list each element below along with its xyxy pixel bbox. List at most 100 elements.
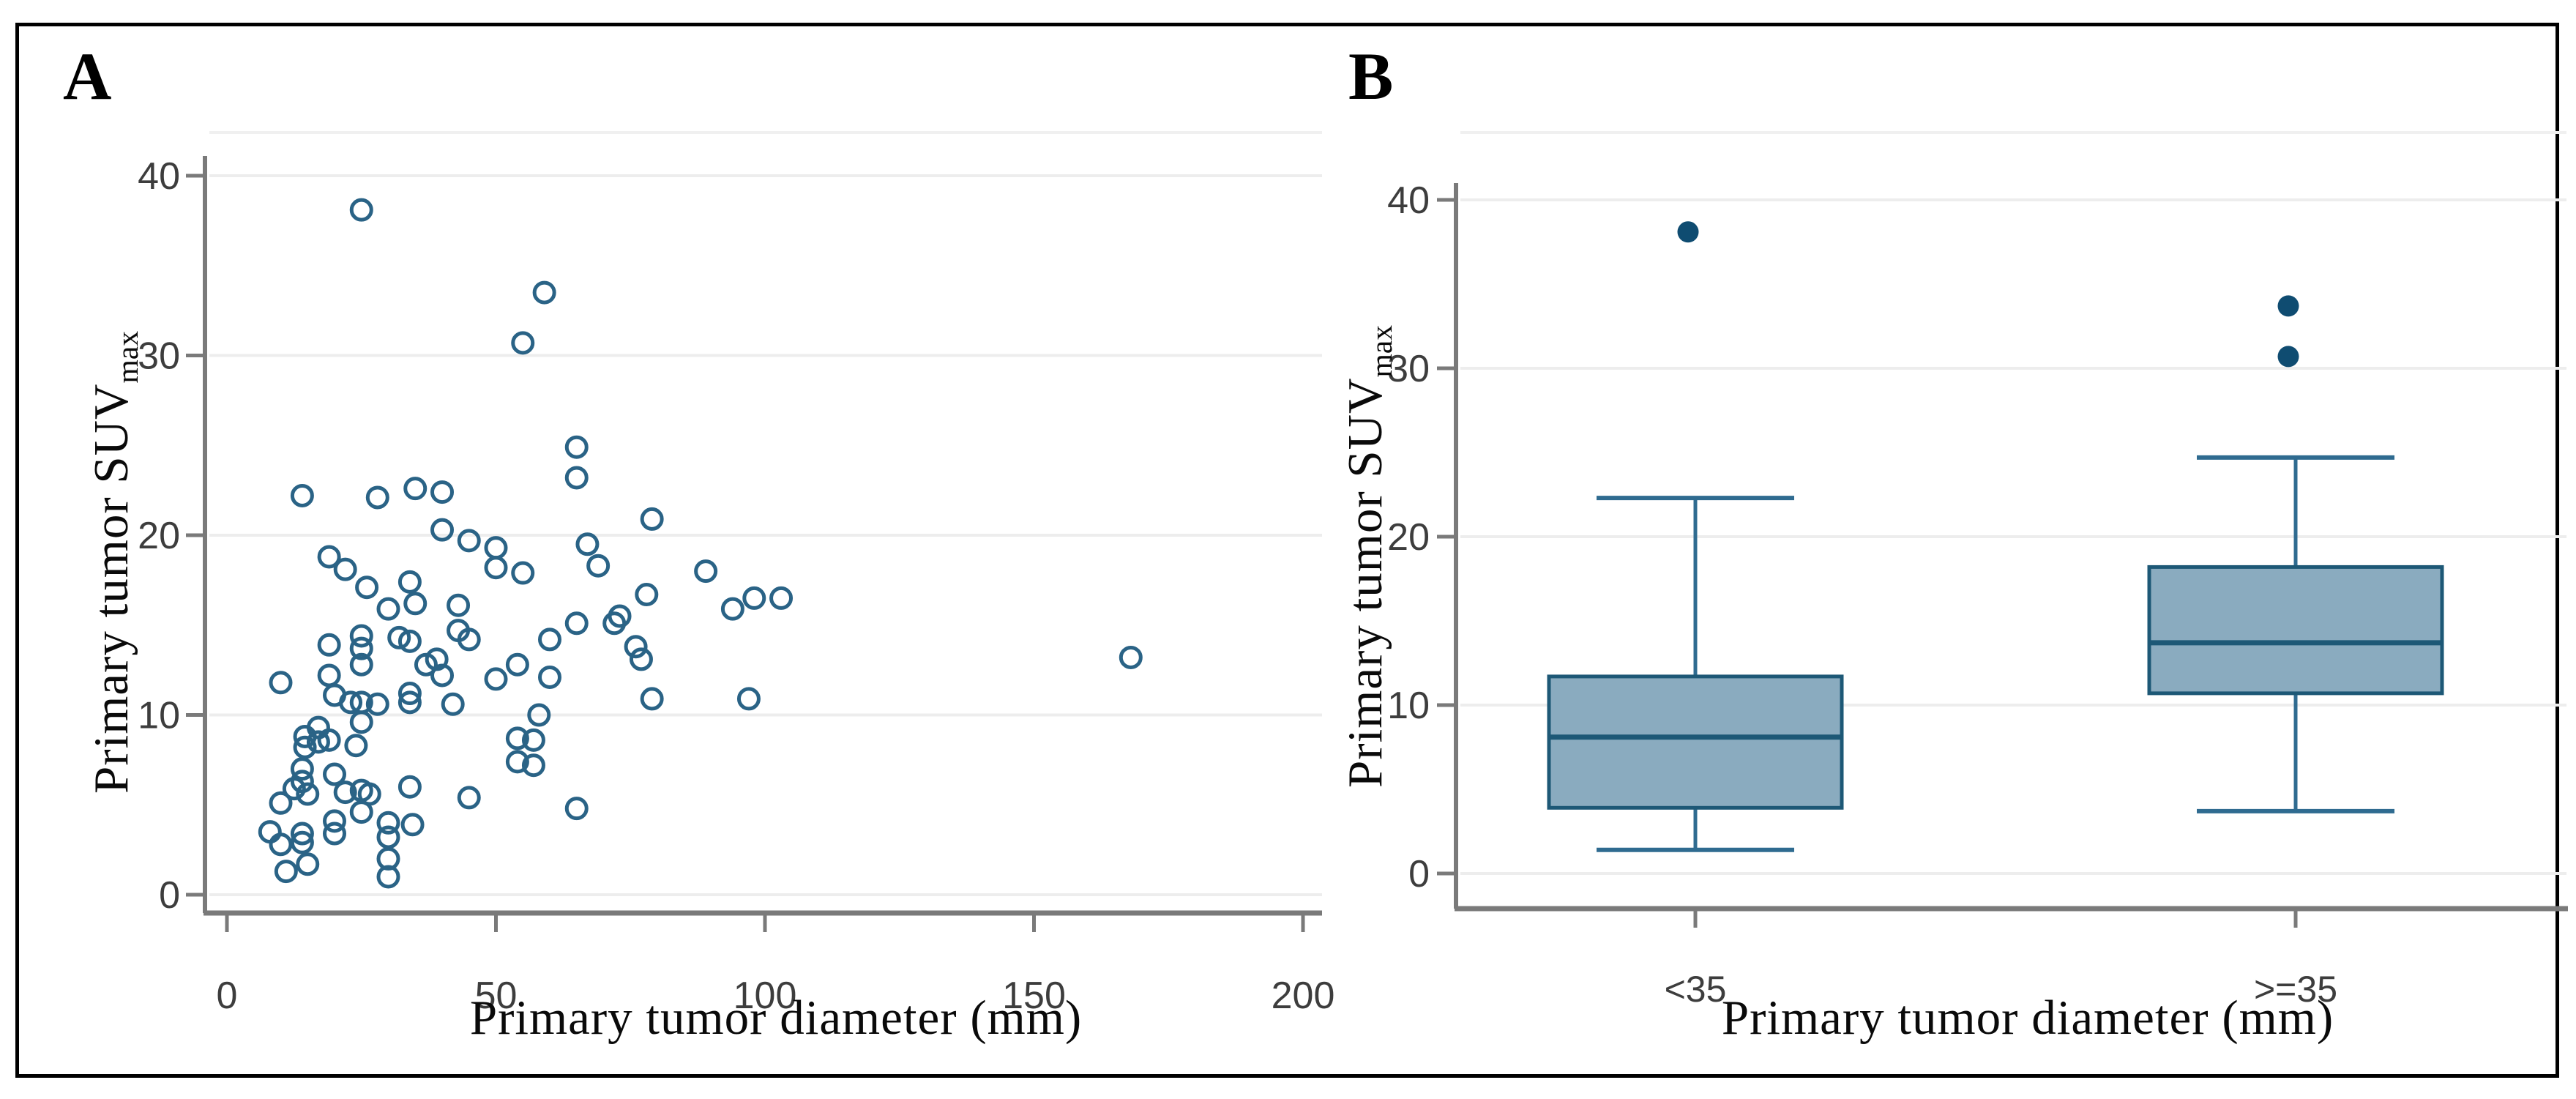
scatter-point [505, 750, 529, 774]
scatter-point [317, 545, 341, 569]
scatter-point [484, 536, 508, 560]
scatter-point [521, 753, 545, 778]
scatter-point [564, 611, 589, 636]
scatter-point [564, 435, 589, 459]
panel-b-y-axis-title-subscript: max [1364, 325, 1399, 378]
panel-a-y-axis-title-subscript: max [111, 331, 145, 384]
panel-b-y-axis-title-text: Primary tumor SUV [1337, 377, 1392, 788]
box-iqr [1547, 674, 1844, 810]
scatter-point [397, 682, 422, 706]
scatter-point [376, 597, 400, 621]
scatter-point [323, 762, 346, 786]
outlier-dot [2277, 295, 2299, 317]
scatter-point [397, 690, 422, 715]
panel-a-x-tick-label: 200 [1272, 975, 1335, 1017]
panel-a-y-tick-label: 20 [138, 515, 180, 557]
scatter-point [376, 811, 400, 835]
scatter-point [532, 280, 556, 305]
scatter-point [511, 331, 535, 355]
panel-b-category-label: >=35 [2254, 969, 2337, 1010]
scatter-point [484, 556, 508, 580]
scatter-point [290, 830, 314, 854]
scatter-point [1119, 645, 1143, 669]
scatter-point [736, 687, 761, 711]
scatter-point [586, 554, 611, 578]
scatter-point [635, 583, 659, 607]
scatter-point [521, 728, 545, 752]
scatter-point [293, 724, 317, 748]
panel-a-y-tick-label: 40 [138, 155, 180, 198]
scatter-point [403, 477, 428, 501]
panel-a-y-axis-title: Primary tumor SUVmax [83, 123, 145, 1002]
scatter-point [538, 627, 561, 652]
scatter-point [306, 730, 330, 754]
scatter-point [269, 791, 293, 815]
panel-a-x-tick-label: 0 [217, 975, 238, 1017]
panel-a-y-tick-label: 0 [159, 874, 180, 917]
scatter-point [457, 627, 481, 652]
scatter-point [290, 822, 314, 846]
scatter-point [365, 692, 389, 716]
scatter-point [505, 726, 529, 750]
box-iqr [2147, 565, 2444, 696]
panel-a-y-axis-title-text: Primary tumor SUV [83, 383, 138, 794]
scatter-point [269, 671, 293, 695]
scatter-point [527, 703, 551, 727]
scatter-point [430, 480, 454, 504]
scatter-point [293, 735, 317, 759]
panel-b-x-axis-title: Primary tumor diameter (mm) [1721, 991, 2334, 1045]
panel-a-x-tick-label: 100 [733, 975, 797, 1017]
scatter-point [349, 710, 373, 734]
scatter-point [258, 820, 282, 844]
scatter-point [323, 809, 346, 833]
scatter-point [608, 604, 632, 628]
panel-a-x-axis-title: Primary tumor diameter (mm) [469, 991, 1083, 1045]
scatter-point [349, 636, 373, 660]
outlier-dot [1677, 221, 1699, 243]
scatter-point [376, 865, 400, 889]
panel-b-y-tick-label: 0 [1408, 853, 1430, 895]
scatter-point [538, 665, 561, 689]
scatter-point [403, 592, 428, 616]
scatter-point [333, 781, 357, 805]
scatter-point [397, 629, 422, 653]
panel-a-letter: A [63, 39, 112, 113]
scatter-point [349, 800, 373, 824]
outlier-dot [2277, 346, 2299, 368]
scatter-point [296, 782, 320, 806]
panel-a-x-tick-label: 50 [475, 975, 518, 1017]
scatter-point [397, 570, 422, 594]
scatter-point [430, 518, 454, 542]
scatter-point [344, 734, 368, 758]
scatter-point [484, 667, 508, 691]
panel-b-letter: B [1348, 39, 1394, 113]
scatter-point [742, 586, 766, 610]
scatter-point [457, 786, 481, 810]
scatter-point [339, 690, 363, 715]
panel-b-y-tick-label: 20 [1387, 516, 1430, 559]
scatter-point [505, 652, 529, 677]
scatter-point [511, 561, 535, 585]
scatter-point [317, 633, 341, 657]
scatter-point [349, 198, 373, 222]
scatter-point [349, 624, 373, 648]
scatter-point [323, 822, 346, 846]
scatter-point [769, 586, 794, 610]
scatter-point [269, 832, 293, 857]
scatter-point [720, 597, 744, 621]
scatter-point [290, 757, 314, 781]
scatter-point [355, 575, 379, 600]
scatter-point [274, 860, 298, 884]
scatter-point [457, 529, 481, 553]
scatter-point [365, 485, 389, 510]
scatter-point [333, 557, 357, 581]
scatter-point [317, 728, 341, 752]
scatter-point [447, 593, 471, 617]
scatter-point [575, 532, 600, 556]
scatter-point [282, 777, 306, 801]
panel-a-x-tick-label: 150 [1002, 975, 1066, 1017]
panel-b-y-tick-label: 40 [1387, 179, 1430, 222]
panel-b-y-tick-label: 10 [1387, 685, 1430, 727]
scatter-point [387, 625, 411, 649]
